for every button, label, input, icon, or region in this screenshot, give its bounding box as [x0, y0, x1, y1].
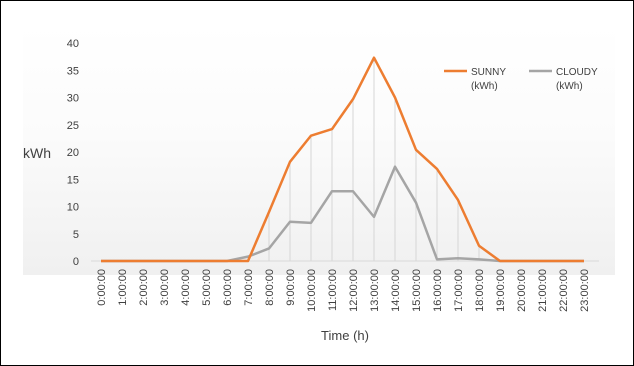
y-tick-labels: 0 5 10 15 20 25 30 35 40 — [67, 38, 79, 268]
x-tick-label-12-00-00: 12:00:00 — [348, 269, 360, 312]
x-tick-label-8-00-00: 8:00:00 — [264, 269, 276, 306]
x-tick-label-18-00-00: 18:00:00 — [474, 269, 486, 312]
x-tick-label-14-00-00: 14:00:00 — [390, 269, 402, 312]
x-tick-label-4-00-00: 4:00:00 — [180, 269, 192, 306]
x-tick-label-17-00-00: 17:00:00 — [453, 269, 465, 312]
x-tick-label-1-00-00: 1:00:00 — [117, 269, 129, 306]
legend-label-sunny: SUNNY — [471, 67, 506, 78]
legend: SUNNY (kWh) CLOUDY (kWh) — [444, 67, 598, 92]
y-tick-label-5: 5 — [73, 229, 79, 241]
legend-unit-sunny: (kWh) — [471, 81, 498, 92]
x-tick-labels: 0:00:00 1:00:00 2:00:00 3:00:00 4:00:00 5:00:… — [96, 269, 591, 312]
y-tick-label-35: 35 — [67, 65, 79, 77]
x-tick-label-20-00-00: 20:00:00 — [516, 269, 528, 312]
y-tick-label-40: 40 — [67, 38, 79, 50]
chart-background — [23, 25, 615, 275]
y-tick-label-30: 30 — [67, 93, 79, 105]
x-tick-label-10-00-00: 10:00:00 — [306, 269, 318, 312]
y-tick-label-20: 20 — [67, 147, 79, 159]
x-axis-label: Time (h) — [321, 328, 369, 343]
x-tick-label-3-00-00: 3:00:00 — [159, 269, 171, 306]
legend-label-cloudy: CLOUDY — [556, 67, 598, 78]
x-tick-label-11-00-00: 11:00:00 — [327, 269, 339, 311]
y-tick-label-15: 15 — [67, 174, 79, 186]
x-tick-label-15-00-00: 15:00:00 — [411, 269, 423, 312]
x-tick-label-13-00-00: 13:00:00 — [369, 269, 381, 312]
y-axis-label: kWh — [23, 145, 51, 161]
x-tick-label-0-00-00: 0:00:00 — [96, 269, 108, 306]
legend-unit-cloudy: (kWh) — [556, 81, 583, 92]
x-tick-label-9-00-00: 9:00:00 — [285, 269, 297, 306]
y-tick-label-25: 25 — [67, 120, 79, 132]
series-lines — [101, 56, 584, 263]
x-tick-label-19-00-00: 19:00:00 — [495, 269, 507, 312]
x-tick-label-2-00-00: 2:00:00 — [138, 269, 150, 306]
x-tick-label-21-00-00: 21:00:00 — [537, 269, 549, 312]
x-tick-label-6-00-00: 6:00:00 — [222, 269, 234, 306]
y-tick-label-10: 10 — [67, 202, 79, 214]
x-tick-label-7-00-00: 7:00:00 — [243, 269, 255, 306]
x-tick-label-5-00-00: 5:00:00 — [201, 269, 213, 306]
y-tick-label-0: 0 — [73, 256, 79, 268]
x-tick-label-23-00-00: 23:00:00 — [579, 269, 591, 312]
series-line-sunny — [101, 56, 584, 263]
x-tick-label-16-00-00: 16:00:00 — [432, 269, 444, 312]
x-tick-label-22-00-00: 22:00:00 — [558, 269, 570, 312]
